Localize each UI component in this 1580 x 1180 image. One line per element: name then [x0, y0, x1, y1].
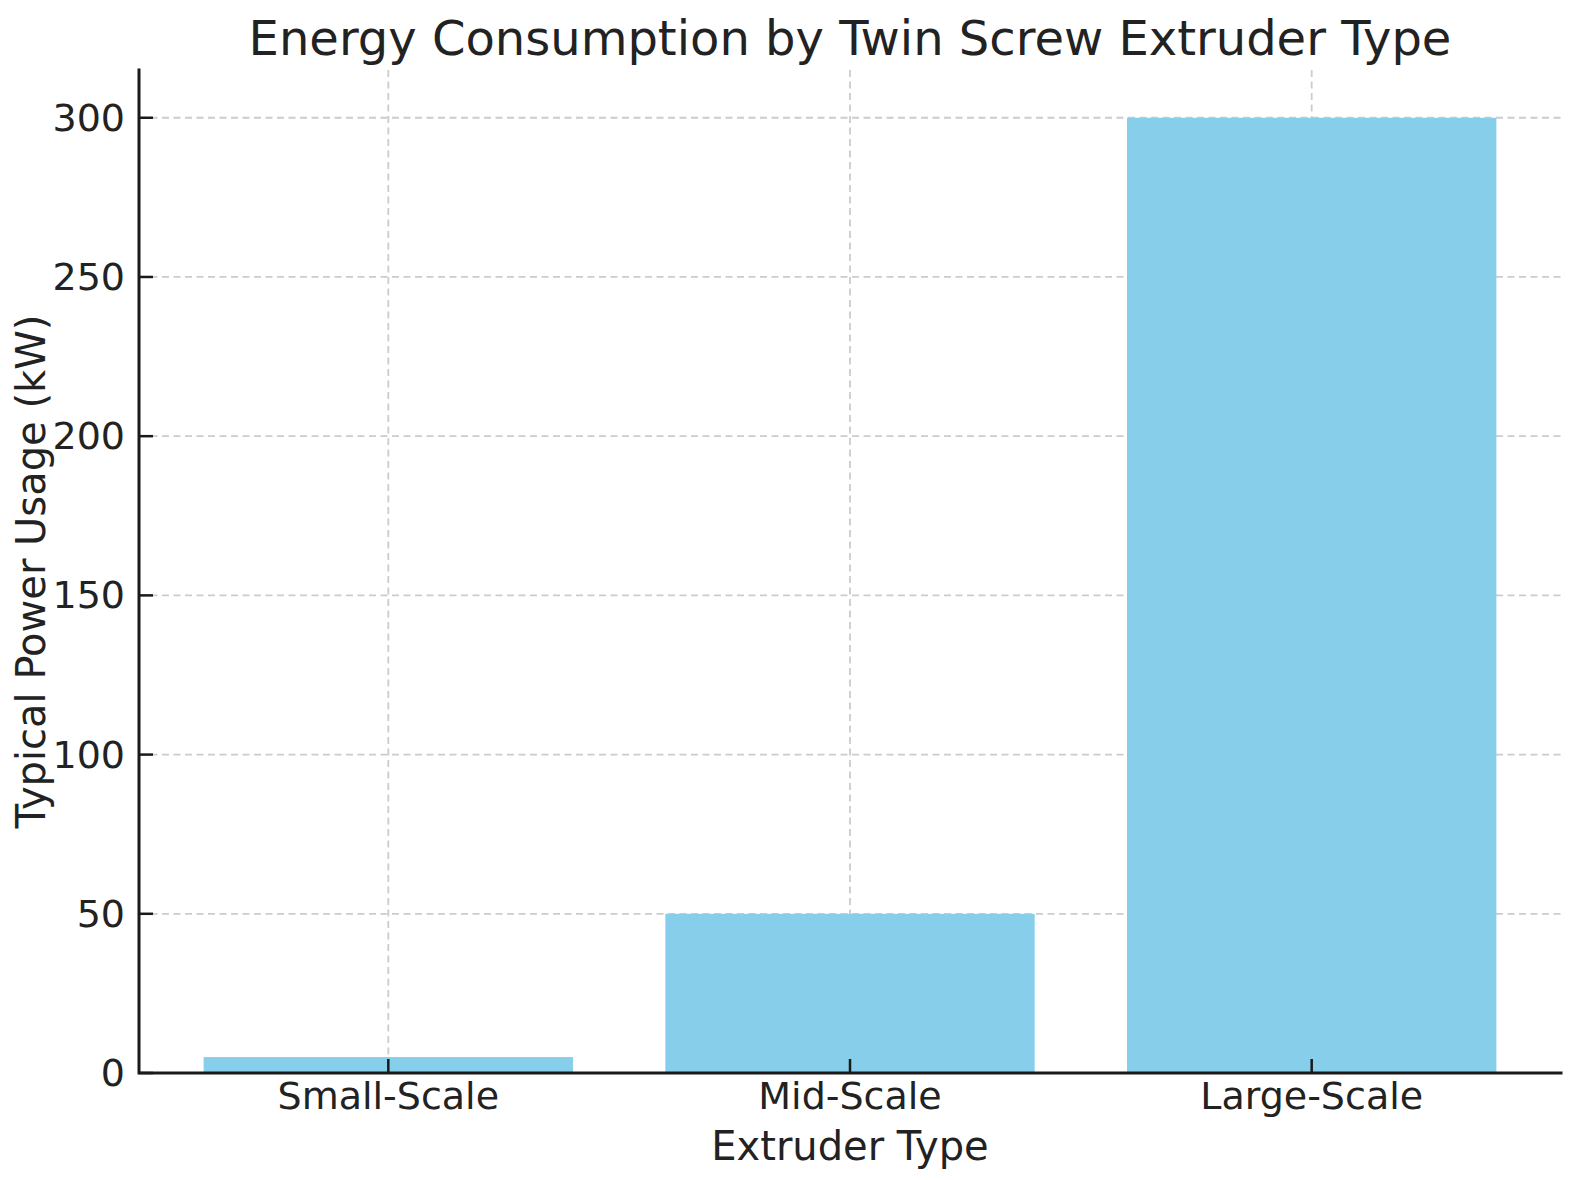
x-tick-label-small-scale: Small-Scale: [278, 1074, 500, 1118]
y-tick-label: 150: [52, 573, 125, 617]
x-tick-label-large-scale: Large-Scale: [1200, 1074, 1423, 1118]
y-tick-label: 200: [52, 414, 125, 458]
y-tick-label: 0: [101, 1051, 125, 1095]
bar-mid-scale: [665, 914, 1034, 1073]
y-tick-label: 50: [77, 892, 125, 936]
bar-chart-figure: 0 50 100 150 200 250 300 Small-Scale Mid-Scale La…: [0, 0, 1580, 1180]
y-tick-label: 100: [52, 733, 125, 777]
chart-title: Energy Consumption by Twin Screw Extrude…: [249, 10, 1452, 66]
y-axis-label: Typical Power Usage (kW): [8, 315, 54, 830]
x-axis-label: Extruder Type: [711, 1123, 988, 1169]
y-tick-label: 250: [52, 255, 125, 299]
chart-canvas: 0 50 100 150 200 250 300 Small-Scale Mid-Scale La…: [0, 0, 1580, 1180]
bar-large-scale: [1127, 118, 1496, 1073]
y-tick-label: 300: [52, 96, 125, 140]
x-tick-label-mid-scale: Mid-Scale: [758, 1074, 941, 1118]
